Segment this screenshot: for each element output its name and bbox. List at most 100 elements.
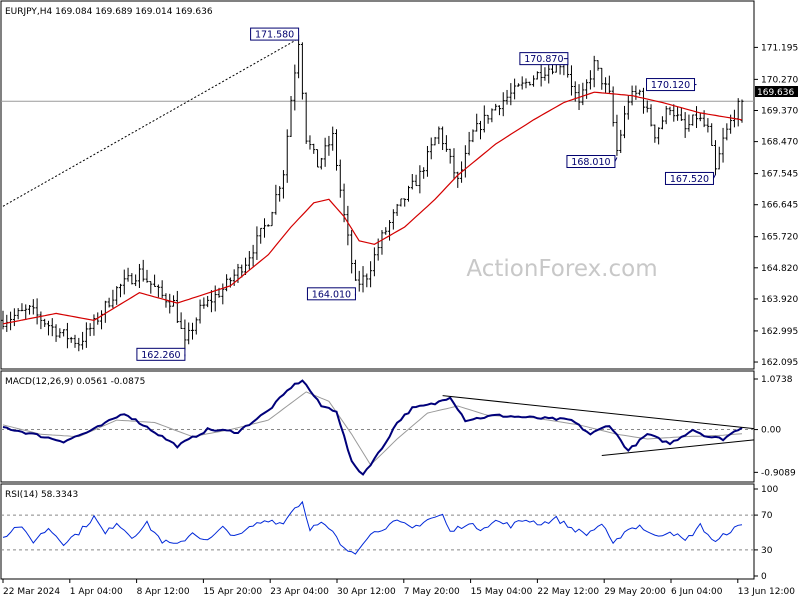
- price-bar: [479, 120, 483, 140]
- price-series: [1, 34, 754, 352]
- price-bar: [73, 334, 77, 348]
- price-tick-label: 170.270: [761, 75, 798, 85]
- price-bar: [24, 304, 28, 321]
- price-bar: [520, 76, 524, 90]
- annotation-label: 164.010: [312, 289, 351, 300]
- price-bar: [444, 135, 448, 152]
- price-bar: [251, 244, 255, 267]
- time-tick-label: 1 Apr 04:00: [70, 587, 123, 597]
- price-bar: [410, 173, 414, 190]
- time-tick-label: 22 May 12:00: [537, 587, 599, 597]
- price-bar: [65, 322, 69, 349]
- price-bar: [350, 229, 354, 274]
- price-bar: [281, 170, 285, 199]
- price-bar: [20, 303, 24, 312]
- price-bar: [357, 270, 361, 292]
- annotation-box: [250, 27, 300, 41]
- rsi-tick-label: 100: [761, 485, 778, 495]
- annotation-leader: [614, 157, 618, 162]
- price-bar: [649, 104, 653, 127]
- price-bar: [668, 106, 672, 116]
- price-bar: [475, 113, 479, 132]
- time-tick-label: 8 Apr 12:00: [137, 587, 190, 597]
- price-tick-label: 164.820: [761, 264, 798, 274]
- price-bar: [437, 126, 441, 145]
- price-bar: [596, 60, 600, 71]
- price-bar: [1, 310, 5, 330]
- price-bar: [505, 89, 509, 105]
- price-bar: [585, 79, 589, 99]
- price-bar: [641, 87, 645, 114]
- price-bar: [198, 299, 202, 324]
- price-bar: [77, 337, 81, 352]
- price-bar: [634, 85, 638, 100]
- price-bar: [338, 159, 342, 198]
- price-bar: [653, 124, 657, 143]
- price-bar: [467, 131, 471, 156]
- price-bar: [278, 186, 282, 202]
- price-bar: [407, 185, 411, 202]
- price-bar: [297, 34, 301, 79]
- price-bar: [494, 103, 498, 111]
- price-bar: [645, 100, 649, 113]
- price-bar: [209, 290, 213, 313]
- price-bar: [353, 259, 357, 281]
- price-bar: [319, 157, 323, 170]
- price-bar: [569, 65, 573, 96]
- price-bar: [380, 230, 384, 255]
- macd-line: [2, 379, 743, 476]
- price-bar: [285, 129, 289, 183]
- price-bar: [721, 127, 725, 163]
- price-bar: [28, 304, 32, 315]
- price-bar: [331, 126, 335, 151]
- rsi-tick-label: 30: [761, 546, 773, 556]
- price-bar: [679, 107, 683, 121]
- price-bar: [308, 135, 312, 150]
- price-bar: [141, 259, 145, 282]
- price-bar: [12, 308, 16, 327]
- macd-panel: [0, 370, 755, 483]
- price-bar: [130, 273, 134, 285]
- price-bar: [615, 114, 619, 156]
- price-bar: [448, 148, 452, 164]
- price-bar: [240, 264, 244, 278]
- time-tick-label: 15 Apr 20:00: [203, 587, 262, 597]
- price-bar: [316, 149, 320, 168]
- price-bar: [399, 198, 403, 207]
- price-bar: [81, 331, 85, 350]
- price-bar: [422, 167, 426, 179]
- price-bar: [604, 77, 608, 93]
- price-bar: [414, 174, 418, 187]
- time-tick-label: 23 Apr 04:00: [270, 587, 329, 597]
- price-bar: [160, 280, 164, 299]
- price-bar: [168, 293, 172, 314]
- macd-trendline: [601, 439, 755, 456]
- price-bar: [84, 322, 88, 348]
- price-bar: [111, 289, 115, 309]
- price-bar: [365, 273, 369, 288]
- rsi-line: [2, 500, 743, 555]
- macd-trendline: [442, 395, 755, 430]
- price-bar: [134, 274, 138, 287]
- price-bar: [532, 75, 536, 87]
- price-bar: [497, 105, 501, 116]
- price-bar: [149, 281, 153, 294]
- annotation-171-580: 171.580: [250, 27, 300, 41]
- annotation-label: 170.120: [651, 80, 690, 91]
- price-bar: [638, 89, 642, 96]
- price-bar: [259, 227, 263, 244]
- price-bar: [433, 136, 437, 146]
- time-tick-label: 22 Mar 2024: [3, 587, 60, 597]
- price-tick-label: 165.720: [761, 233, 798, 243]
- price-tick-label: 168.470: [761, 138, 798, 148]
- price-bar: [175, 290, 179, 323]
- price-bar: [179, 312, 183, 329]
- price-bar: [266, 224, 270, 227]
- price-bar: [619, 129, 623, 154]
- macd-tick-label: 1.0738: [761, 375, 793, 385]
- current-price-tag: [755, 86, 798, 97]
- price-bar: [501, 92, 505, 117]
- price-tick-label: 166.645: [761, 201, 798, 211]
- time-tick-label: 30 Apr 12:00: [337, 587, 396, 597]
